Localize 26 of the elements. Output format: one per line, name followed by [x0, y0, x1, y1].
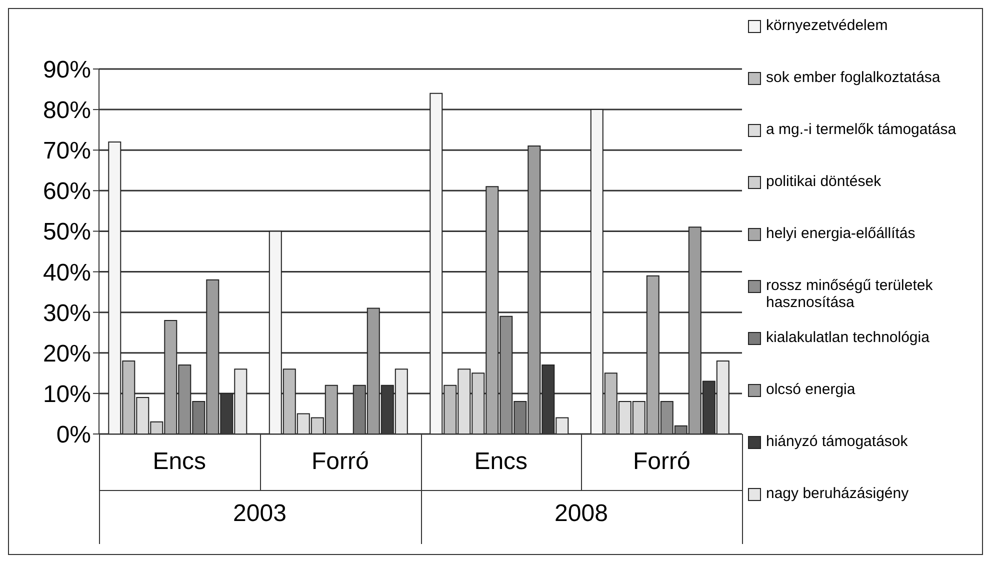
legend-label: a mg.-i termelők támogatása — [766, 121, 956, 138]
legend-label: hiányzó támogatások — [766, 433, 908, 450]
y-tick-label: 50% — [42, 218, 91, 246]
y-tick-label: 20% — [42, 340, 91, 368]
legend-label: politikai döntések — [766, 173, 882, 190]
legend-label: környezetvédelem — [766, 17, 888, 34]
legend-label: helyi energia-előállítás — [766, 225, 916, 242]
legend-label: rossz minőségű területek hasznosítása — [766, 277, 934, 311]
legend-label: nagy beruházásigény — [766, 485, 909, 502]
y-tick-label: 60% — [42, 178, 91, 206]
x-tick-label: Forró — [632, 448, 690, 476]
legend-label: sok ember foglalkoztatása — [766, 69, 940, 86]
text: 2008 — [554, 500, 609, 528]
y-tick-label: 10% — [42, 380, 91, 408]
legend-label: kialakulatlan technológia — [766, 329, 930, 346]
legend-label: olcsó energia — [766, 381, 856, 398]
y-tick-label: 40% — [42, 259, 91, 286]
x-tick-label: Encs — [474, 448, 528, 476]
y-tick-label: 70% — [42, 138, 91, 165]
y-tick-label: 30% — [42, 300, 91, 327]
y-tick-label: 90% — [42, 56, 91, 84]
text: 2003 — [232, 500, 288, 528]
x-tick-label: Forró — [311, 448, 369, 476]
y-tick-label: 80% — [42, 97, 91, 124]
y-tick-label: 0% — [56, 422, 91, 449]
x-tick-label: Encs — [152, 448, 206, 476]
